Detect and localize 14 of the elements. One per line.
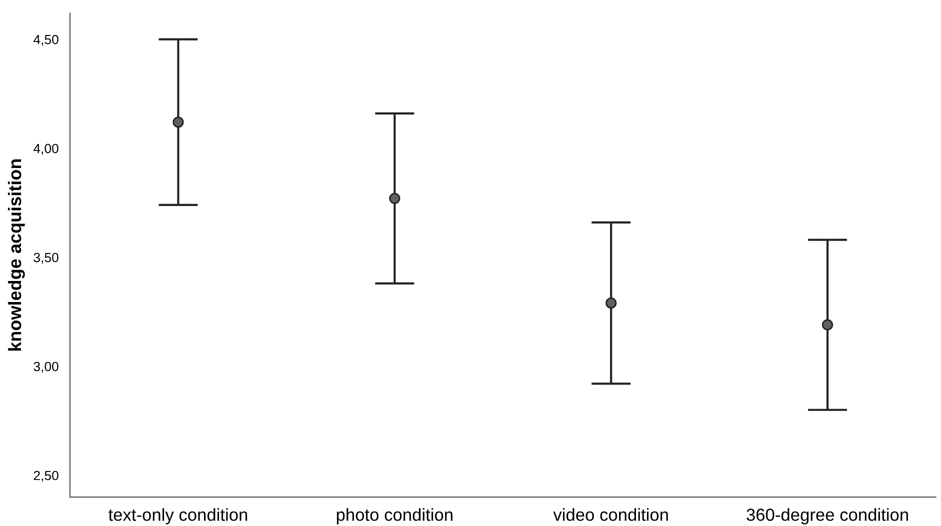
x-tick-label: text-only condition	[108, 508, 248, 524]
y-tick-label: 3,00	[34, 362, 58, 373]
point	[172, 116, 184, 128]
y-axis-title: knowledge acquisition	[8, 159, 25, 351]
point	[389, 192, 400, 204]
y-tick-label: 3,50	[34, 252, 58, 264]
y-tick-label: 4,00	[34, 144, 58, 155]
x-tick-label: video condition	[553, 508, 668, 521]
y-tick-label: 2,50	[34, 470, 58, 482]
point	[606, 298, 617, 309]
point	[822, 319, 834, 330]
x-tick-label: photo condition	[336, 508, 452, 524]
y-tick-label: 4,50	[34, 34, 58, 46]
x-tick-label: 360-degree condition	[746, 508, 908, 524]
